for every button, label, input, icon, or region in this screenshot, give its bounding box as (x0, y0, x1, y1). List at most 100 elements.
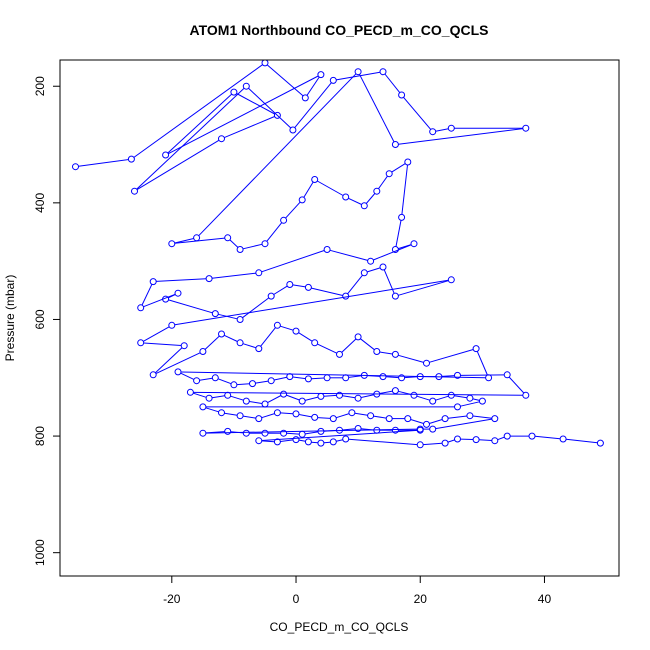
data-point (304, 375, 312, 383)
data-point (224, 234, 232, 242)
series-line-segment (378, 175, 388, 189)
data-point (298, 430, 306, 438)
data-point (261, 429, 269, 437)
data-point (72, 163, 79, 171)
series-line-segment (248, 87, 292, 129)
x-axis: -20 0 20 40 (163, 575, 551, 606)
series-line-segment (155, 347, 183, 374)
data-point (242, 82, 250, 90)
data-point (329, 76, 337, 84)
y-tick-label: 800 (33, 426, 47, 446)
data-point (255, 269, 263, 277)
data-point (236, 412, 244, 420)
series-line-segment (329, 249, 368, 261)
series-line-segment (367, 267, 381, 273)
data-point (317, 427, 325, 435)
data-point (398, 91, 406, 99)
data-point (255, 415, 263, 423)
data-point (323, 246, 331, 253)
series-line-segment (223, 334, 238, 342)
series-line-segment (230, 395, 244, 401)
data-point (596, 439, 604, 447)
series-line-segment (285, 201, 301, 219)
series-line-segment (347, 274, 363, 295)
data-point (454, 403, 461, 411)
series-line-segment (360, 394, 374, 398)
data-point (342, 435, 350, 443)
series-line-segment (242, 343, 257, 349)
data-point (149, 278, 157, 286)
data-point (230, 381, 238, 389)
x-tick-label: 0 (293, 592, 300, 606)
data-point (491, 437, 499, 445)
data-point (410, 391, 418, 399)
data-point (174, 368, 182, 376)
series-line-segment (566, 438, 598, 444)
series-line-segment (143, 326, 170, 342)
series-line-segment (384, 73, 401, 93)
data-point (404, 158, 412, 166)
series-line-segment (311, 287, 343, 296)
data-point (354, 394, 362, 402)
series-line-segment (398, 390, 412, 395)
data-point (379, 68, 387, 76)
series-line-segment (385, 376, 399, 379)
data-point (528, 432, 536, 440)
data-point (367, 257, 375, 265)
series-line-segment (143, 293, 176, 308)
data-point (249, 380, 256, 388)
data-point (360, 269, 368, 277)
data-point (180, 342, 188, 350)
data-point (199, 348, 207, 355)
series-line-segment (255, 380, 269, 384)
data-point (329, 438, 337, 446)
series-line-segment (398, 128, 523, 145)
series-line-segment (211, 395, 225, 399)
series-line-segment (497, 436, 505, 441)
data-point (429, 397, 437, 405)
data-point (304, 438, 312, 446)
data-point (373, 348, 381, 355)
series-line-segment (243, 415, 256, 419)
data-point (391, 426, 399, 434)
data-point (301, 94, 309, 102)
data-point (429, 128, 437, 136)
series-line-segment (472, 415, 492, 419)
data-point (348, 409, 356, 417)
data-point (559, 435, 567, 443)
data-point (391, 141, 399, 148)
data-point (289, 126, 297, 134)
data-point (168, 240, 176, 248)
series-line-segment (435, 128, 449, 132)
data-point (218, 330, 225, 338)
series-line-segment (448, 415, 468, 419)
data-point (162, 151, 170, 159)
series-group (72, 60, 604, 449)
series-line-segment (423, 442, 443, 446)
series-line-segment (280, 439, 294, 442)
series-line-segment (404, 376, 418, 379)
series-line-segment (317, 343, 338, 354)
series-line-segment (249, 401, 263, 404)
series-line-segment (242, 243, 263, 250)
data-point (472, 345, 480, 353)
data-point (391, 246, 399, 253)
data-point (466, 412, 474, 420)
series-line-segment (294, 82, 332, 128)
series-line-segment (292, 376, 306, 380)
series-line-segment (401, 164, 408, 215)
data-point (280, 390, 288, 398)
series-line-segment (342, 395, 356, 399)
data-point (472, 436, 480, 444)
data-point (242, 397, 250, 405)
data-point (336, 350, 343, 358)
data-point (329, 415, 337, 423)
data-point (304, 283, 312, 291)
series-line-segment (155, 352, 201, 375)
series-line-segment (379, 390, 393, 394)
series-line-segment (306, 76, 320, 96)
series-line-segment (193, 392, 207, 398)
data-point (211, 374, 219, 382)
data-point (342, 193, 350, 201)
